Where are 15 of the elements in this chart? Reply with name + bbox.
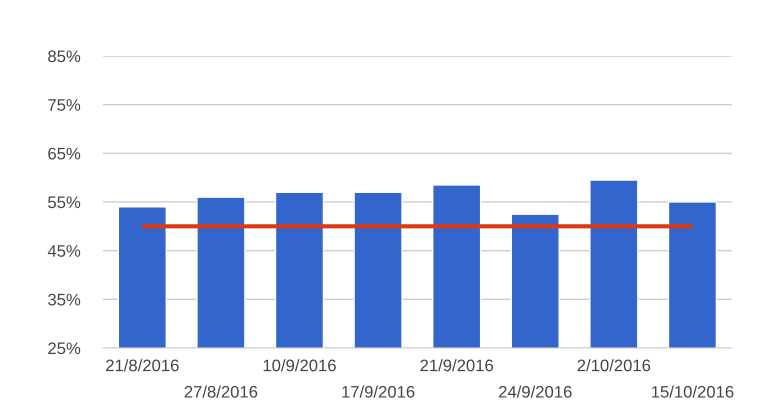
x-tick-label: 10/9/2016 [264, 359, 336, 372]
y-tick-label: 45% [48, 245, 80, 257]
y-tick-label: 85% [48, 50, 80, 62]
x-tick-label: 27/8/2016 [184, 385, 258, 398]
x-tick-label: 15/10/2016 [652, 385, 734, 398]
y-tick-label: 75% [48, 99, 80, 111]
y-tick-label: 25% [48, 342, 80, 354]
x-tick-label: 21/9/2016 [420, 359, 493, 372]
y-tick-label: 35% [48, 294, 80, 306]
y-tick-label: 65% [48, 148, 80, 160]
y-tick-label: 55% [48, 196, 80, 208]
x-tick-label: 2/10/2016 [578, 359, 650, 372]
x-tick-label: 24/9/2016 [499, 385, 572, 398]
x-tick-label: 21/8/2016 [106, 359, 179, 372]
x-tick-label: 17/9/2016 [342, 385, 414, 398]
